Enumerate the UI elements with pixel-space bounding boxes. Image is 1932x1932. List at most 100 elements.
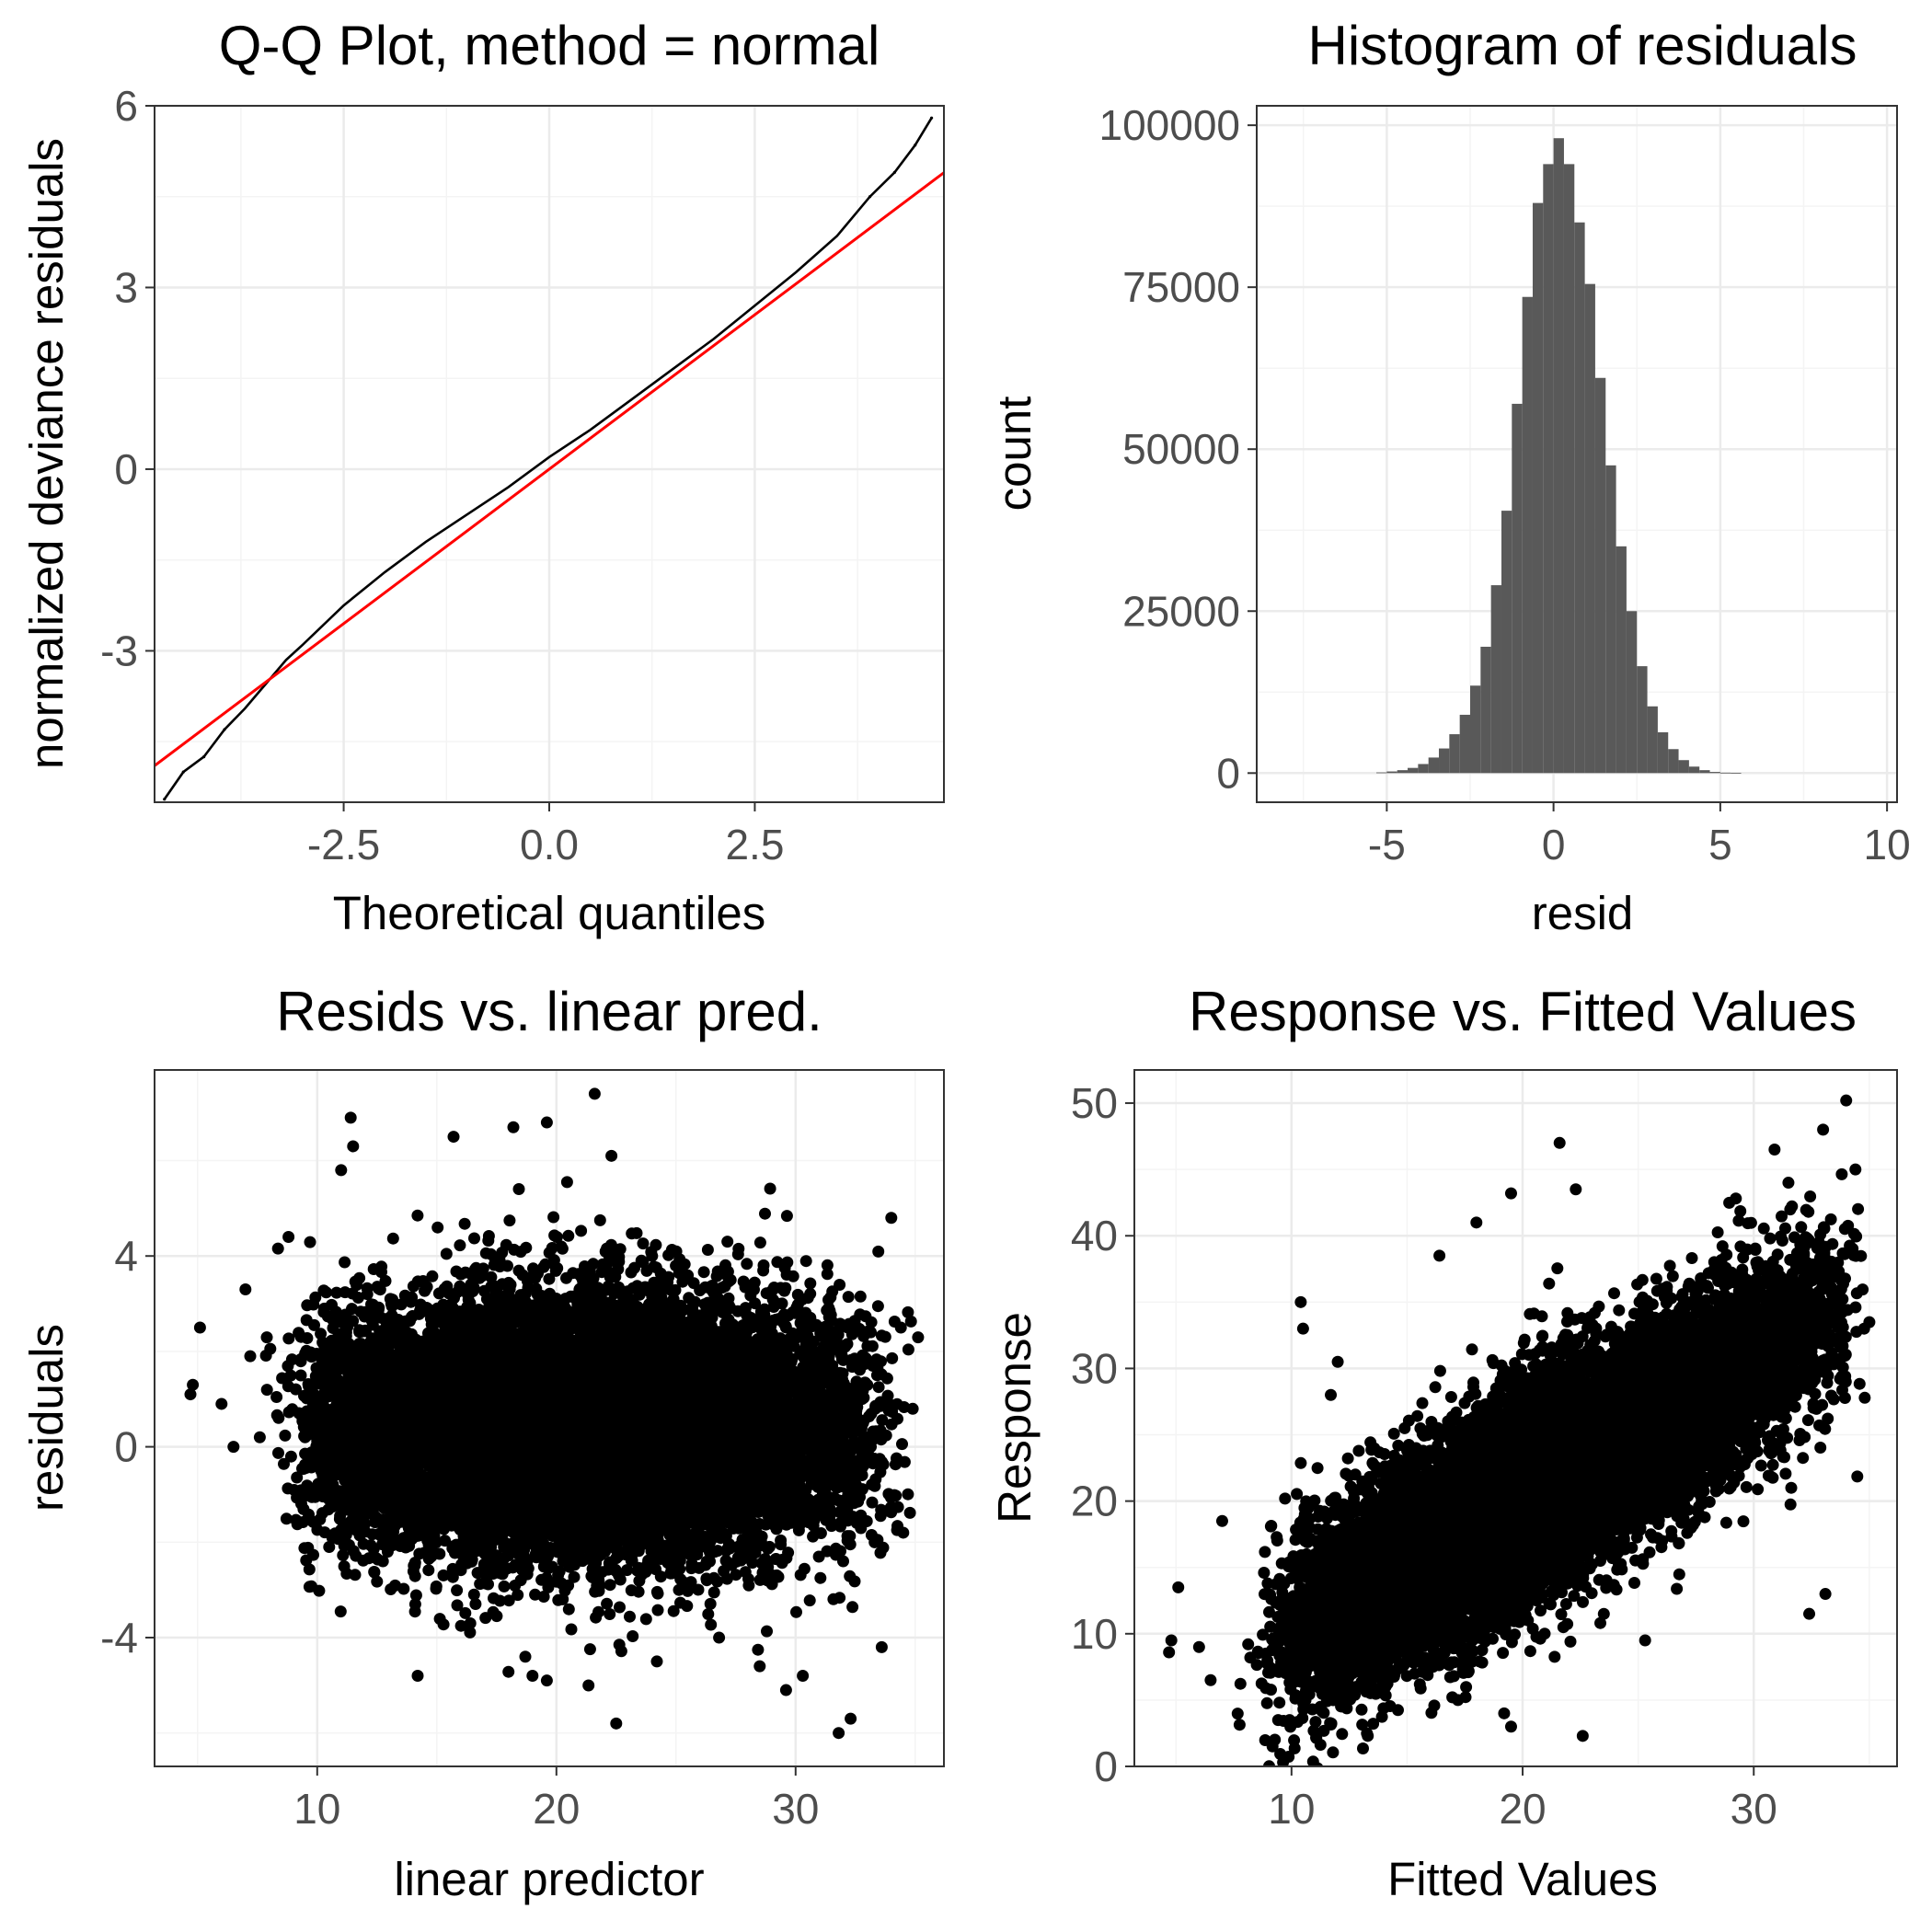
histogram-bar <box>1470 685 1481 774</box>
histogram-bar <box>1574 222 1585 774</box>
qq-x-axis: -2.5 0.0 2.5 <box>307 802 784 868</box>
histogram-bar <box>1490 585 1501 774</box>
histogram-bar <box>1418 764 1429 774</box>
residual-point <box>834 1592 846 1604</box>
qq-sample-point <box>181 770 185 774</box>
hist-x-tick-label: 10 <box>1864 821 1911 868</box>
residual-point <box>411 1670 424 1682</box>
histogram-bar <box>1563 164 1575 774</box>
residual-point <box>520 1241 533 1254</box>
qq-x-tick-label: -2.5 <box>307 821 380 868</box>
hist-x-tick-label: -5 <box>1368 821 1406 868</box>
residual-point <box>565 1623 578 1636</box>
qq-sample-point <box>914 144 917 147</box>
histogram-bar <box>1668 749 1679 774</box>
residual-point <box>279 1429 292 1442</box>
residual-point <box>604 1608 616 1620</box>
residuals-vs-linear-predictor-points <box>184 1087 925 1740</box>
residual-point <box>488 1592 500 1604</box>
qq-panel: Q-Q Plot, method = normal -2.5 0.0 2.5 -30… <box>20 15 945 939</box>
qq-sample-curve <box>163 117 933 800</box>
qq-y-tick-label: 6 <box>114 82 138 130</box>
hist-y-tick-label: 25000 <box>1122 587 1240 635</box>
residual-point <box>752 1643 765 1656</box>
histogram-panel: Histogram of residuals -5 0 5 10 0250005000… <box>988 15 1911 939</box>
histogram-x-axis: -5 0 5 10 <box>1368 802 1911 868</box>
histogram-bar <box>1688 766 1700 774</box>
histogram-bar <box>1637 666 1648 774</box>
residual-point <box>386 1232 399 1245</box>
histogram-bar <box>1719 772 1731 774</box>
histogram-bar <box>1678 760 1689 774</box>
histogram-bar <box>1594 377 1606 774</box>
residual-point <box>454 1619 467 1632</box>
qq-sample-point <box>163 798 167 801</box>
histogram-x-axis-title: resid <box>1532 887 1634 939</box>
histogram-bar <box>1439 748 1450 774</box>
qq-sample-point <box>868 195 872 199</box>
histogram-bar <box>1522 296 1533 774</box>
hist-x-tick-label: 0 <box>1542 821 1566 868</box>
residual-point <box>464 1626 477 1639</box>
residual-point <box>334 1605 347 1618</box>
residual-point <box>294 1369 307 1382</box>
qq-sample-point <box>929 116 934 120</box>
hist-y-tick-label: 75000 <box>1122 263 1240 311</box>
residual-point <box>364 1539 377 1552</box>
histogram-bars <box>1376 138 1742 774</box>
residuals-vs-linear-predictor-panel: Resids vs. linear pred. 10 20 30 -404 line… <box>20 981 945 1905</box>
residual-point <box>604 1579 616 1592</box>
qq-y-axis-title: normalized deviance residuals <box>20 138 73 769</box>
histogram-bar <box>1386 771 1397 774</box>
histogram-bar <box>1449 734 1460 774</box>
histogram-title: Histogram of residuals <box>1308 15 1857 76</box>
histogram-bar <box>1408 767 1419 774</box>
residual-point <box>560 1176 573 1189</box>
histogram-bar <box>1428 757 1440 774</box>
residual-point <box>872 1381 885 1394</box>
qq-title: Q-Q Plot, method = normal <box>219 15 880 76</box>
residual-point <box>667 1604 680 1617</box>
histogram-bar <box>1584 283 1595 774</box>
residual-point <box>912 1331 925 1344</box>
histogram-bar <box>1480 646 1491 774</box>
qq-x-axis-title: Theoretical quantiles <box>333 887 766 939</box>
histogram-bar <box>1397 770 1409 774</box>
histogram-bar <box>1512 403 1523 774</box>
residual-point <box>503 1214 516 1227</box>
histogram-bar <box>1709 772 1720 774</box>
residual-point <box>804 1277 817 1290</box>
residual-point <box>886 1351 899 1364</box>
hist-y-tick-label: 50000 <box>1122 425 1240 473</box>
hist-y-tick-label: 0 <box>1216 749 1240 797</box>
residual-point <box>458 1217 471 1230</box>
residual-point <box>701 1244 714 1256</box>
residual-point <box>485 1271 498 1283</box>
residual-point <box>876 1414 889 1427</box>
qq-sample-point <box>202 755 206 759</box>
residual-point <box>469 1598 482 1610</box>
histogram-bar <box>1626 611 1638 774</box>
qq-x-tick-label: 0.0 <box>520 821 579 868</box>
histogram-bar <box>1543 164 1554 774</box>
residual-point <box>902 1488 914 1501</box>
histogram-bar <box>1532 202 1544 774</box>
histogram-bar <box>1376 772 1387 774</box>
residual-point <box>339 1256 351 1269</box>
histogram-bar <box>1657 731 1669 774</box>
histogram-bar <box>1731 773 1742 774</box>
qq-marks <box>155 116 944 801</box>
residual-point <box>529 1588 542 1601</box>
histogram-bar <box>1459 714 1470 774</box>
hist-y-tick-label: 100000 <box>1099 101 1241 149</box>
residuals-vs-linear-predictor-title: Resids vs. linear pred. <box>276 981 822 1042</box>
qq-y-tick-label: -3 <box>100 627 138 674</box>
residual-point <box>582 1679 595 1692</box>
qq-reference-line <box>155 171 944 767</box>
qq-grid <box>155 104 944 802</box>
qq-sample-point <box>223 728 226 731</box>
residual-point <box>803 1594 816 1607</box>
histogram-bar <box>1647 706 1658 774</box>
